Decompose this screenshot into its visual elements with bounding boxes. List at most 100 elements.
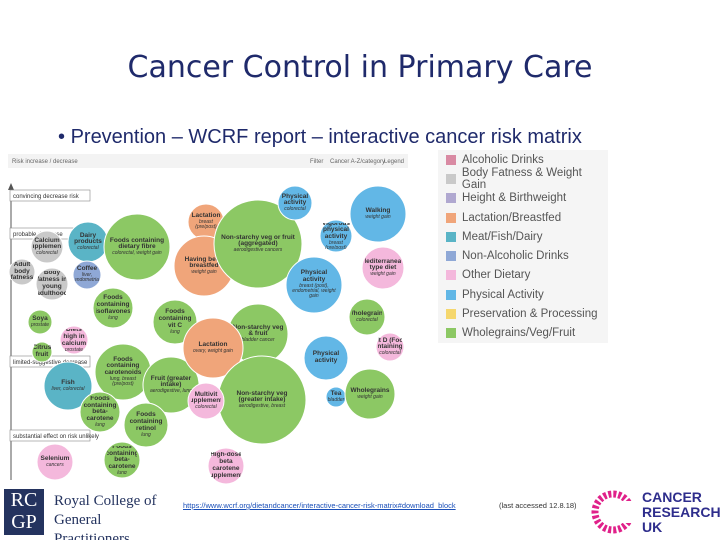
bubble-sub: lung bbox=[170, 328, 180, 335]
slide-title: Cancer Control in Primary Care bbox=[127, 50, 593, 85]
bubble-text: Tea bladder bbox=[328, 389, 345, 405]
bubble-label: Mediterranean type diet bbox=[365, 257, 401, 272]
rcgp-mark: RC GP bbox=[4, 489, 44, 535]
toolbar-category: Cancer A-Z/category bbox=[330, 159, 385, 165]
bubble-label: Foods containing isoflavones bbox=[96, 294, 130, 315]
bubble-text: High-dose beta carotene supplements bbox=[211, 452, 242, 481]
bubble-text: Coffee liver, endometrial bbox=[75, 264, 99, 286]
bubble-label-box: High-dose beta carotene supplements bbox=[211, 452, 242, 481]
footer: RC GP Royal College of General Practitio… bbox=[0, 485, 720, 540]
legend-item: Lactation/Breastfed bbox=[438, 208, 608, 227]
bubble-sub: colorectal bbox=[284, 206, 306, 213]
bubble-label: Foods containing beta-carotene bbox=[83, 396, 117, 423]
rcgp-top: RC bbox=[10, 489, 38, 511]
bubble bbox=[35, 267, 69, 301]
bubble bbox=[79, 391, 121, 433]
bubble-text: Body fatness in young adulthood bbox=[38, 271, 65, 297]
bubble-label: Adult body fatness bbox=[10, 261, 34, 282]
bubble-text: Foods containing retinol lung bbox=[127, 407, 164, 442]
bubble-label-box: Calcium supplementscolorectal bbox=[33, 237, 60, 257]
bubble-text: Vit D (Food containing...)colorectal bbox=[378, 336, 402, 358]
bubble-sub: breast (post), endometrial, weight gain bbox=[292, 282, 336, 300]
bubble-label: Having been breastfed bbox=[184, 255, 224, 270]
bubble bbox=[8, 258, 36, 286]
legend-item: Non-Alcoholic Drinks bbox=[438, 246, 608, 265]
bubble bbox=[344, 368, 396, 420]
bubble-sub: bladder cancer bbox=[241, 337, 275, 344]
bubble-label: Lactation bbox=[191, 212, 221, 220]
bubble-label: High-dose beta carotene supplements bbox=[210, 451, 242, 479]
bubble-text: Foods containing beta-carotene lung bbox=[83, 396, 117, 428]
bubble-sub: lung bbox=[95, 422, 105, 428]
bubble-sub: breast (pre/post) bbox=[325, 239, 347, 249]
bubble-label: Diets high in calcium bbox=[62, 328, 86, 347]
legend-swatch bbox=[446, 251, 456, 262]
bubble-label: Fruit (greater intake) bbox=[150, 374, 192, 389]
rcgp-bottom: GP bbox=[11, 511, 37, 533]
bubble-label: Non-starchy veg (greater intake) bbox=[236, 389, 288, 404]
bubble-sub: liver, colorectal bbox=[51, 385, 85, 392]
bubble-label-box: Citrus fruit bbox=[34, 344, 51, 360]
link[interactable]: https://www.wcrf.org/dietandcancer/inter… bbox=[183, 501, 456, 510]
legend-swatch bbox=[446, 154, 456, 165]
bubble-text: Diets high in calcium prostate bbox=[62, 329, 86, 351]
bubble-label: Wholegrains bbox=[350, 386, 390, 394]
bubble-label-box: Vit D (Food containing...)colorectal bbox=[378, 336, 402, 358]
bubble bbox=[30, 230, 64, 264]
bubble-text: Lactation ovary, weight gain bbox=[188, 324, 239, 372]
legend-swatch bbox=[446, 289, 456, 300]
legend-swatch bbox=[446, 231, 456, 242]
bubble-sub: liver, endometrial bbox=[75, 272, 99, 284]
bubble-text: Foods containing isoflavones lung bbox=[96, 292, 130, 324]
legend-swatch bbox=[446, 212, 456, 223]
bubble bbox=[92, 287, 134, 329]
bubble-text: Wholegrains weight gain bbox=[349, 374, 392, 414]
bubble bbox=[182, 317, 244, 379]
legend-label: Body Fatness & Weight Gain bbox=[461, 166, 582, 191]
bubble-text: Citrus fruit bbox=[34, 344, 51, 360]
bubble-sub: prostate bbox=[64, 346, 84, 352]
bubble bbox=[36, 443, 74, 481]
bubble-text: Walking weight gain bbox=[354, 192, 402, 237]
bubble-label: Multivit supplements bbox=[190, 390, 222, 405]
group-label: limited-suggestive decrease bbox=[13, 360, 88, 366]
bubble-label: Tea bbox=[330, 389, 342, 397]
bubble bbox=[207, 447, 245, 485]
legend-label: Physical Activity bbox=[462, 288, 544, 301]
group-box bbox=[9, 429, 91, 442]
legend-item: Other Dietary bbox=[438, 266, 608, 285]
bubble-text: Fish liver, colorectal bbox=[48, 367, 89, 405]
bubble-text: Lactation breast (pre/post) bbox=[191, 208, 222, 237]
bubble-text: Adult body fatness bbox=[11, 262, 33, 283]
legend-item: Meat/Fish/Dairy bbox=[438, 227, 608, 246]
legend: Alcoholic Drinks Body Fatness & Weight Ga… bbox=[438, 150, 608, 343]
bubble-label: Fish bbox=[61, 378, 75, 386]
bubble-label-box: Non-starchy veg (greater intake)aerodige… bbox=[236, 389, 288, 409]
bubble bbox=[349, 185, 407, 243]
cruk-gap bbox=[620, 501, 638, 523]
bubble-text: Physical activity bbox=[307, 340, 344, 375]
bubble-sub: colorectal, weight gain bbox=[112, 250, 162, 257]
bubble-label: Foods containing retinol bbox=[129, 411, 163, 432]
bubble-sub: prostate bbox=[30, 321, 50, 328]
bubble-label: Selenium bbox=[40, 454, 70, 462]
legend-label: Meat/Fish/Dairy bbox=[462, 230, 543, 243]
risk-matrix: Risk increase / decrease Filter Cancer A… bbox=[8, 152, 408, 485]
bubble bbox=[103, 213, 171, 281]
bubble-sub: colorectal bbox=[36, 250, 58, 257]
bubble-label-box: Foods containing dietary fibrecolorectal… bbox=[110, 237, 164, 257]
bubble-sub: aerodigestive cancers bbox=[233, 247, 283, 254]
